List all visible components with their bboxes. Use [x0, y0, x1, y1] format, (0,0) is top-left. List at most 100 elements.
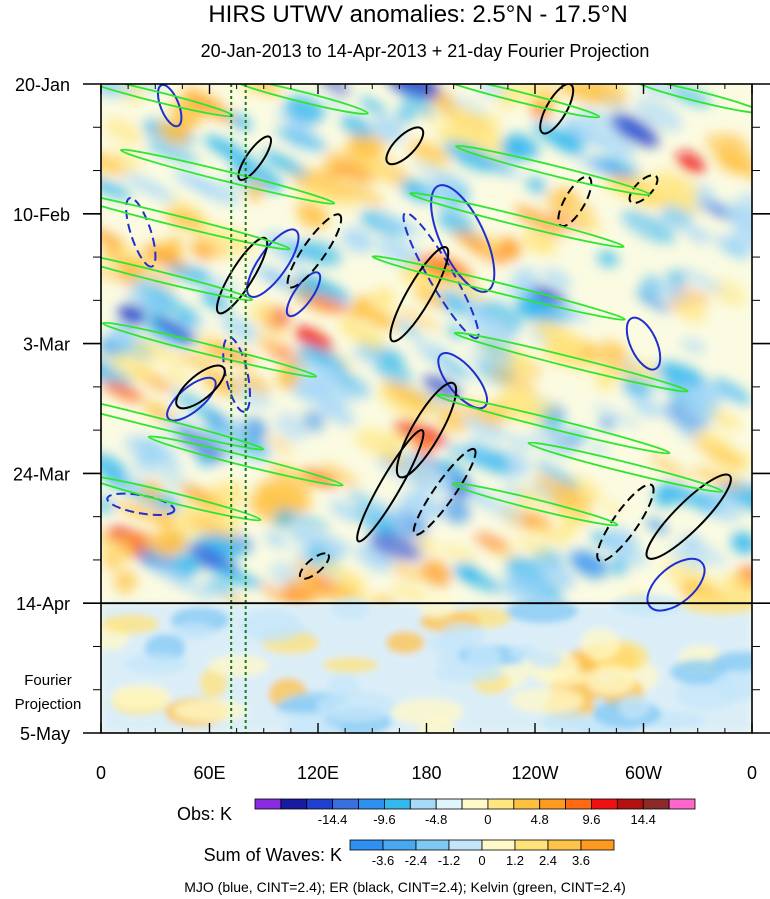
kelvin-contour: [231, 84, 369, 115]
obs-anomaly-cell: [369, 531, 424, 562]
er-contour: [286, 213, 343, 289]
waves-colorbar-label: Sum of Waves: K: [204, 845, 342, 865]
mjo-contour: [222, 336, 251, 413]
obs-anomaly-cell: [661, 485, 713, 509]
kelvin-contour: [435, 393, 671, 455]
obs-colorbar-swatch: [539, 798, 566, 810]
obs-anomaly-cell: [319, 364, 340, 386]
waves-colorbar-tick-label: -3.6: [372, 853, 394, 868]
obs-colorbar-tick-label: -9.6: [373, 812, 395, 827]
projection-anomaly-cell: [173, 699, 248, 722]
obs-anomaly-cell: [361, 497, 409, 524]
obs-anomaly-cell: [119, 256, 143, 277]
obs-anomaly-cell: [251, 261, 298, 293]
obs-colorbar-swatch: [591, 798, 618, 810]
obs-anomaly-cell: [359, 96, 387, 116]
projection-anomaly-cell: [385, 631, 425, 654]
kelvin-contour: [453, 331, 689, 393]
obs-anomaly-cell: [101, 267, 116, 280]
projection-anomaly-cell: [510, 687, 584, 714]
obs-anomaly-cell: [340, 114, 373, 139]
obs-anomaly-cell: [516, 490, 537, 509]
projection-anomaly-cell: [580, 627, 621, 660]
obs-anomaly-cell: [376, 214, 424, 237]
obs-anomaly-cell: [667, 270, 686, 287]
projection-anomaly-cell: [239, 610, 303, 642]
obs-anomaly-cell: [292, 384, 317, 401]
obs-anomaly-cell: [178, 352, 215, 370]
obs-anomaly-cell: [591, 403, 642, 429]
obs-anomaly-cell: [645, 518, 669, 534]
obs-anomaly-cell: [711, 378, 751, 405]
obs-anomaly-cell: [420, 559, 452, 587]
er-contour: [596, 483, 655, 563]
obs-colorbar: -14.4 -9.6 -4.8 0 4.8 9.6 14.4: [254, 798, 696, 827]
obs-anomaly-cell: [525, 176, 547, 194]
obs-anomaly-cell: [104, 117, 143, 146]
obs-anomaly-cell: [324, 97, 346, 109]
obs-anomaly-cell: [473, 112, 501, 134]
kelvin-contour: [101, 321, 318, 378]
waves-colorbar-tick-label: 1.2: [506, 853, 524, 868]
obs-anomaly-cell: [320, 537, 351, 558]
obs-anomaly-cell: [500, 139, 527, 161]
projection-anomaly-cell: [528, 650, 563, 669]
obs-colorbar-swatch: [435, 798, 463, 810]
obs-anomaly-cell: [610, 113, 659, 148]
obs-colorbar-label: Obs: K: [177, 804, 232, 824]
obs-anomaly-cell: [451, 105, 478, 124]
obs-anomaly-cell: [549, 483, 594, 509]
obs-colorbar-swatch: [332, 798, 359, 810]
kelvin-contour: [371, 255, 626, 321]
obs-colorbar-swatch: [461, 798, 489, 810]
obs-anomaly-cell: [624, 390, 675, 420]
obs-anomaly-cell: [210, 567, 265, 587]
obs-anomaly-cell: [166, 263, 193, 281]
obs-anomaly-cell: [398, 492, 445, 520]
y-tick-label: 20-Jan: [15, 75, 70, 95]
waves-colorbar-tick-label: -1.2: [438, 853, 460, 868]
x-tick-label: 120W: [511, 763, 558, 783]
obs-anomaly-cell: [152, 316, 199, 344]
kelvin-contour: [409, 192, 625, 248]
obs-anomaly-cell: [264, 531, 288, 548]
obs-anomaly-cell: [319, 84, 350, 97]
waves-colorbar-tick-label: 2.4: [539, 853, 557, 868]
obs-anomaly-cell: [635, 290, 672, 313]
obs-anomaly-cell: [534, 461, 580, 489]
kelvin-contour: [119, 148, 336, 205]
obs-anomaly-cell: [377, 387, 426, 421]
obs-anomaly-cell: [588, 84, 628, 106]
obs-anomaly-cell: [721, 133, 750, 148]
obs-anomaly-cell: [328, 500, 360, 521]
obs-anomaly-cell: [522, 84, 556, 104]
obs-anomaly-cell: [375, 287, 395, 302]
obs-anomaly-cell: [413, 339, 455, 367]
waves-colorbar-swatch: [349, 839, 384, 851]
obs-colorbar-swatch: [280, 798, 308, 810]
projection-anomaly-cell: [506, 598, 579, 624]
obs-anomaly-cell: [166, 366, 190, 386]
obs-colorbar-swatch: [668, 798, 696, 810]
projection-anomaly-cell: [712, 670, 752, 702]
projection-anomaly-cell: [101, 613, 160, 635]
obs-anomaly-cell: [190, 238, 230, 259]
obs-anomaly-cell: [143, 401, 174, 423]
x-tick-label: 60E: [193, 763, 225, 783]
kelvin-contour: [147, 435, 344, 487]
obs-anomaly-cell: [317, 401, 356, 426]
obs-colorbar-swatch: [513, 798, 541, 810]
obs-anomaly-cell: [332, 581, 359, 600]
obs-anomaly-cell: [101, 149, 129, 176]
x-tick-label: 120E: [297, 763, 339, 783]
chart-title: HIRS UTWV anomalies: 2.5°N - 17.5°N: [208, 1, 627, 28]
projection-anomaly-cell: [465, 644, 502, 672]
mjo-contour: [246, 228, 300, 298]
obs-anomaly-cell: [691, 436, 745, 468]
obs-anomaly-cell: [172, 305, 199, 326]
projection-label-line2: Projection: [15, 696, 82, 713]
obs-anomaly-cell: [678, 268, 723, 293]
obs-anomaly-cell: [590, 346, 644, 379]
obs-anomaly-cell: [265, 436, 294, 453]
obs-anomaly-cell: [170, 553, 199, 579]
